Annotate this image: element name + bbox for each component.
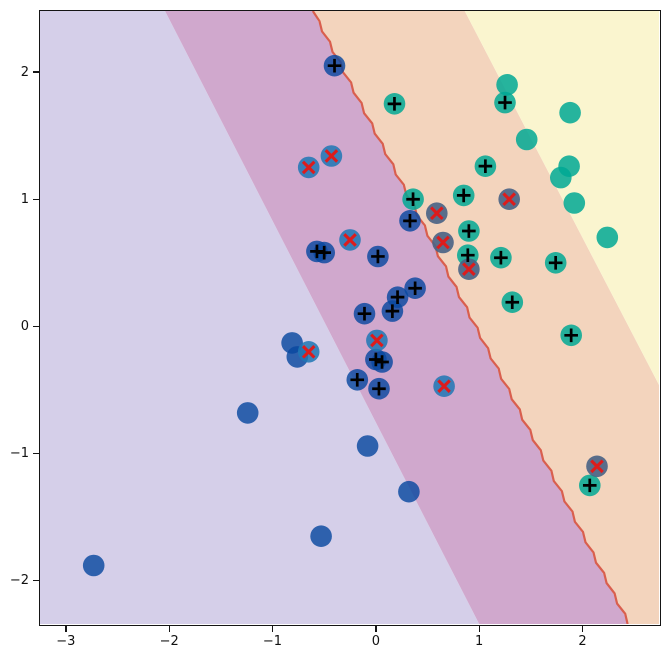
x-tick-label: 1 bbox=[475, 634, 484, 649]
x-tick-mark bbox=[375, 625, 377, 632]
x-tick-label: 2 bbox=[578, 634, 587, 649]
plus-marker bbox=[357, 306, 372, 321]
cross-marker bbox=[370, 333, 384, 348]
y-tick-mark bbox=[32, 452, 39, 455]
plus-marker bbox=[582, 478, 597, 493]
plus-marker bbox=[317, 245, 331, 260]
plus-marker bbox=[371, 249, 385, 264]
scatter-point-blue bbox=[310, 525, 332, 547]
scatter-point-teal bbox=[515, 128, 538, 151]
scatter-chart bbox=[40, 11, 659, 624]
x-tick-mark bbox=[271, 625, 274, 632]
scatter-point-teal bbox=[550, 166, 572, 189]
scatter-point-blue bbox=[236, 402, 259, 424]
plus-marker bbox=[403, 214, 417, 228]
cross-marker bbox=[301, 345, 316, 359]
scatter-point-blue bbox=[398, 480, 420, 503]
y-tick-label: 2 bbox=[20, 64, 29, 80]
plus-marker bbox=[505, 295, 520, 310]
blue-class-region bbox=[40, 11, 480, 624]
y-tick-mark bbox=[32, 580, 39, 582]
plus-marker bbox=[498, 95, 512, 110]
cross-marker bbox=[437, 379, 451, 393]
plus-marker bbox=[406, 192, 420, 207]
cross-marker bbox=[301, 160, 316, 175]
x-tick-label: −1 bbox=[262, 634, 283, 649]
cross-marker bbox=[590, 459, 604, 474]
plus-marker bbox=[385, 304, 400, 318]
cross-marker bbox=[502, 192, 516, 207]
y-tick-label: −1 bbox=[9, 446, 29, 462]
scatter-point-teal bbox=[596, 226, 619, 249]
y-tick-label: −2 bbox=[9, 573, 29, 589]
scatter-point-teal bbox=[496, 74, 518, 96]
plus-marker bbox=[375, 355, 389, 369]
cross-marker bbox=[436, 235, 450, 250]
scatter-point-teal bbox=[563, 192, 586, 214]
plus-marker bbox=[372, 381, 386, 396]
y-tick-mark bbox=[32, 198, 39, 200]
plus-marker bbox=[408, 281, 422, 296]
x-tick-label: −2 bbox=[159, 634, 179, 649]
plus-marker bbox=[390, 290, 405, 304]
x-tick-mark bbox=[478, 625, 480, 632]
plus-marker bbox=[478, 159, 493, 173]
plus-marker bbox=[548, 256, 563, 270]
plus-marker bbox=[387, 97, 402, 111]
plus-marker bbox=[327, 58, 342, 73]
plus-marker bbox=[456, 188, 471, 203]
plus-marker bbox=[462, 224, 476, 238]
plus-marker bbox=[350, 373, 365, 387]
cross-marker bbox=[462, 262, 476, 276]
cross-marker bbox=[343, 233, 357, 247]
cross-marker bbox=[324, 149, 339, 163]
decision-boundary-line bbox=[311, 11, 629, 624]
y-tick-mark bbox=[32, 325, 39, 328]
scatter-point-teal bbox=[559, 101, 581, 124]
cross-marker bbox=[430, 206, 444, 221]
x-tick-mark bbox=[581, 625, 584, 632]
x-tick-label: 0 bbox=[371, 634, 380, 649]
plus-marker bbox=[494, 250, 508, 265]
x-tick-label: −3 bbox=[56, 634, 76, 649]
teal-margin-band bbox=[312, 11, 659, 624]
y-tick-mark bbox=[32, 71, 39, 73]
plus-marker bbox=[564, 328, 578, 343]
scatter-point-blue bbox=[82, 554, 105, 577]
plot-area bbox=[39, 10, 661, 626]
scatter-point-blue bbox=[356, 435, 379, 457]
y-tick-label: 0 bbox=[20, 318, 29, 334]
plus-marker bbox=[461, 248, 475, 262]
x-tick-mark bbox=[168, 625, 170, 632]
x-tick-mark bbox=[65, 625, 67, 632]
y-tick-label: 1 bbox=[20, 191, 29, 207]
plus-marker bbox=[369, 352, 383, 367]
